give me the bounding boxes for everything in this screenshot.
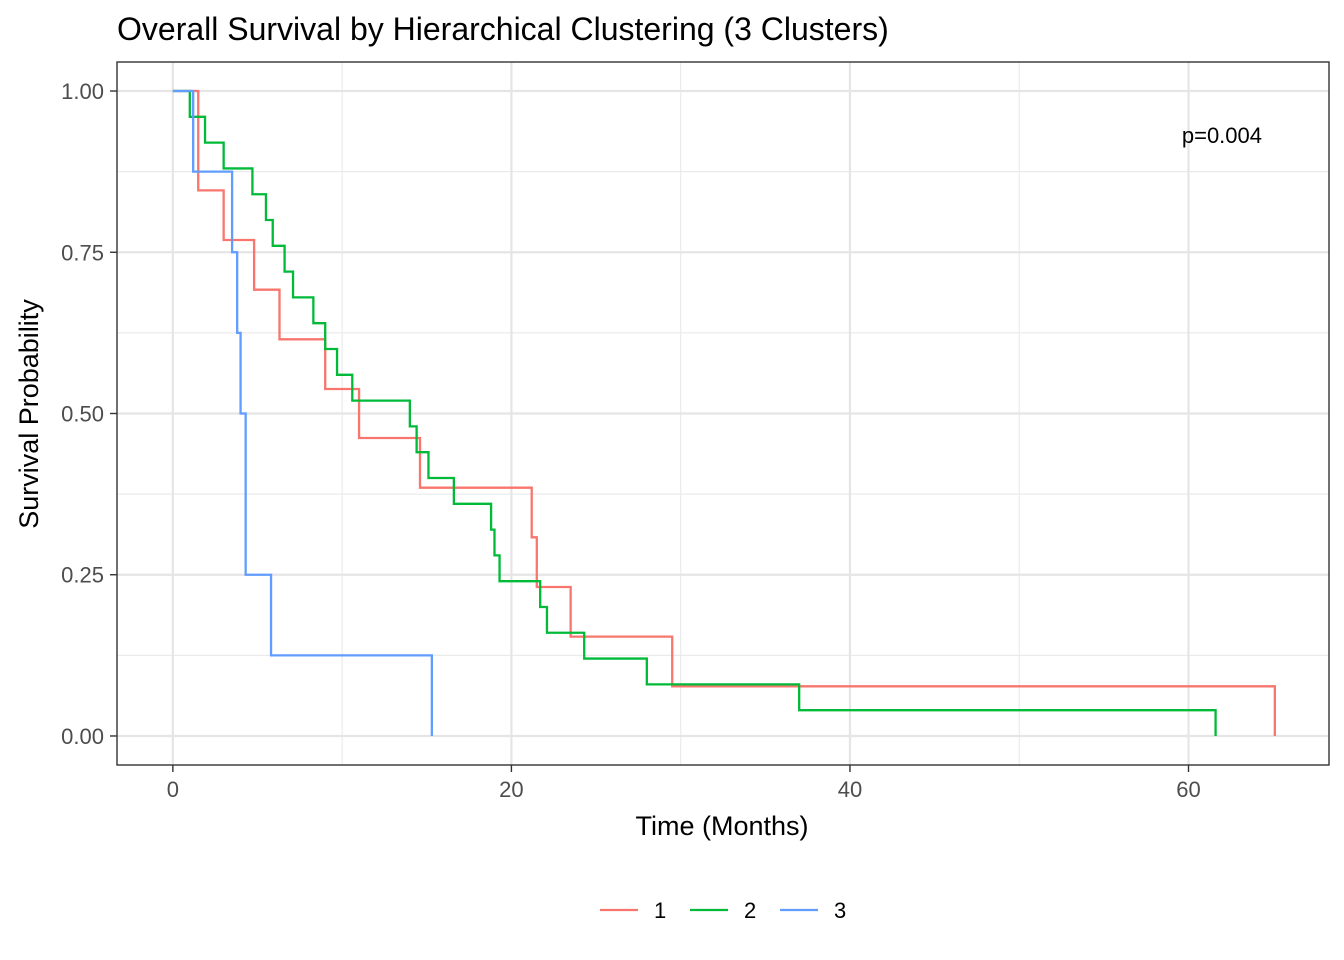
x-tick-label: 60 bbox=[1176, 777, 1200, 802]
x-tick-label: 0 bbox=[167, 777, 179, 802]
y-tick-label: 0.75 bbox=[61, 240, 104, 265]
p-value-annotation: p=0.004 bbox=[1182, 123, 1262, 148]
legend: 1 2 3 bbox=[600, 898, 846, 923]
y-tick-label: 1.00 bbox=[61, 79, 104, 104]
y-tick-label: 0.25 bbox=[61, 563, 104, 588]
y-tick-label: 0.00 bbox=[61, 724, 104, 749]
series-layer bbox=[172, 89, 1276, 736]
x-tick-label: 40 bbox=[838, 777, 862, 802]
legend-label-2: 2 bbox=[744, 898, 756, 923]
y-axis-title: Survival Probability bbox=[14, 299, 44, 529]
x-axis-title: Time (Months) bbox=[635, 811, 808, 841]
legend-label-3: 3 bbox=[834, 898, 846, 923]
x-tick-label: 20 bbox=[499, 777, 523, 802]
legend-label-1: 1 bbox=[654, 898, 666, 923]
survival-curve-3 bbox=[172, 89, 433, 736]
survival-curve-2 bbox=[172, 89, 1217, 736]
grid-layer bbox=[117, 62, 1329, 765]
chart-title: Overall Survival by Hierarchical Cluster… bbox=[117, 11, 889, 47]
survival-curve-1 bbox=[172, 89, 1276, 736]
y-tick-label: 0.50 bbox=[61, 402, 104, 427]
axis-layer: 0 20 40 60 0.00 0.25 0.50 0.75 1.00 bbox=[61, 79, 1201, 802]
